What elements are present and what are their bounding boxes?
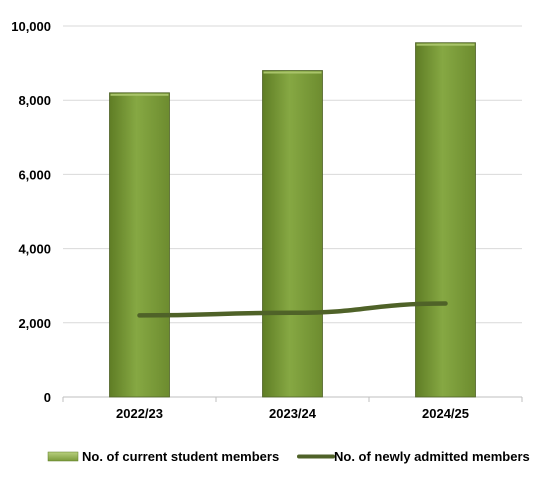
y-tick-label: 4,000 bbox=[18, 242, 51, 257]
x-tick-label: 2024/25 bbox=[422, 406, 469, 421]
legend-label-bar: No. of current student members bbox=[82, 449, 279, 464]
bar-2022-23 bbox=[109, 92, 170, 398]
line-series bbox=[137, 301, 448, 318]
bar-2023-24 bbox=[262, 70, 323, 398]
legend-item-line: No. of newly admitted members bbox=[297, 449, 530, 464]
y-tick-label: 10,000 bbox=[11, 19, 51, 34]
legend: No. of current student members No. of ne… bbox=[47, 449, 530, 464]
x-tick-label: 2022/23 bbox=[116, 406, 163, 421]
legend-label-line: No. of newly admitted members bbox=[334, 449, 530, 464]
y-tick-labels: 0 2,000 4,000 6,000 8,000 10,000 bbox=[11, 19, 51, 405]
x-tick-label: 2023/24 bbox=[269, 406, 317, 421]
bars bbox=[109, 42, 476, 398]
bar-highlight bbox=[110, 93, 169, 96]
bar-highlight bbox=[263, 71, 322, 74]
y-tick-label: 6,000 bbox=[18, 167, 51, 182]
axes bbox=[62, 396, 523, 402]
legend-swatch-bar bbox=[47, 451, 79, 462]
bar-highlight bbox=[416, 43, 475, 46]
y-tick-label: 0 bbox=[44, 390, 51, 405]
legend-item-bar: No. of current student members bbox=[47, 449, 279, 464]
x-tick-labels: 2022/23 2023/24 2024/25 bbox=[116, 406, 469, 421]
y-tick-label: 2,000 bbox=[18, 316, 51, 331]
y-tick-label: 8,000 bbox=[18, 93, 51, 108]
bar-2024-25 bbox=[415, 42, 476, 398]
